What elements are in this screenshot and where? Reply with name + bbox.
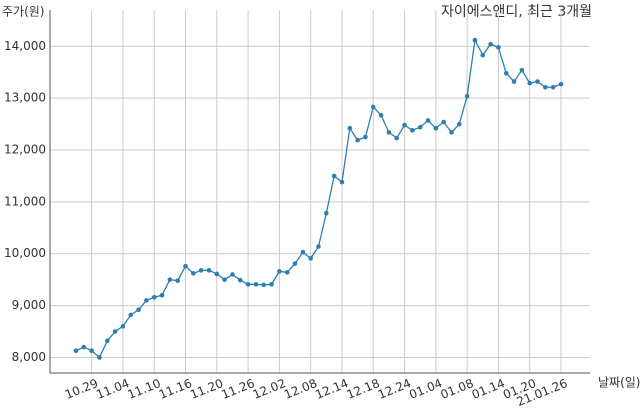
data-point	[378, 112, 384, 118]
data-point	[237, 277, 243, 283]
data-point	[206, 268, 212, 273]
data-point	[441, 119, 446, 125]
data-point	[292, 261, 298, 266]
data-point	[128, 312, 134, 318]
y-tick-label: 12,000	[4, 143, 46, 157]
data-point	[167, 277, 173, 282]
data-point	[183, 263, 188, 269]
data-point	[503, 70, 509, 76]
data-point	[308, 256, 313, 261]
data-point	[480, 52, 486, 58]
data-point	[558, 81, 564, 87]
data-point	[464, 93, 470, 99]
data-point	[394, 135, 400, 141]
data-point	[496, 45, 501, 50]
data-point	[73, 348, 79, 354]
data-point	[472, 37, 478, 43]
data-point	[269, 282, 274, 287]
data-point	[519, 67, 525, 73]
x-axis-label: 날짜(일)	[598, 376, 640, 390]
data-point	[511, 79, 517, 84]
y-tick-label: 10,000	[4, 246, 46, 260]
data-point	[363, 134, 368, 140]
data-point	[527, 80, 533, 86]
data-point	[316, 244, 321, 249]
data-point	[300, 249, 306, 255]
data-point	[386, 130, 392, 135]
data-point	[144, 298, 149, 303]
data-point	[402, 122, 407, 128]
data-point	[120, 324, 126, 329]
y-tick-label: 9,000	[12, 298, 46, 312]
data-point	[488, 41, 493, 47]
data-point	[175, 278, 180, 283]
data-point	[324, 210, 329, 216]
data-point	[151, 294, 157, 300]
data-point	[104, 338, 110, 344]
data-point	[347, 125, 353, 131]
data-point	[253, 282, 259, 287]
data-point	[433, 125, 439, 131]
data-point	[339, 179, 345, 185]
data-point	[198, 268, 204, 273]
data-point	[284, 270, 290, 275]
data-point	[410, 128, 415, 133]
data-point	[159, 292, 165, 298]
y-tick-label: 14,000	[4, 39, 46, 53]
data-point	[543, 84, 548, 90]
data-point	[449, 130, 454, 135]
data-point	[550, 84, 556, 90]
data-point	[245, 282, 251, 287]
y-tick-label: 13,000	[4, 91, 46, 105]
data-point	[89, 348, 94, 354]
data-point	[230, 272, 235, 277]
data-point	[425, 118, 431, 123]
data-point	[261, 282, 267, 288]
chart-title: 자이에스앤디, 최근 3개월	[441, 4, 592, 20]
y-tick-label: 11,000	[4, 194, 46, 208]
data-point	[355, 137, 360, 143]
data-point	[331, 173, 337, 179]
data-point	[417, 124, 423, 130]
y-tick-label: 8,000	[12, 350, 46, 364]
data-point	[222, 277, 227, 282]
y-axis-label: 주가(원)	[2, 5, 44, 19]
data-point	[214, 271, 220, 277]
data-point	[112, 329, 118, 334]
data-point	[535, 79, 540, 84]
data-point	[97, 355, 102, 360]
data-point	[457, 121, 462, 127]
series-line	[75, 37, 562, 359]
data-point	[277, 269, 282, 274]
data-point	[191, 271, 196, 276]
data-point	[81, 344, 87, 350]
data-point	[136, 307, 141, 313]
data-point	[370, 104, 376, 110]
